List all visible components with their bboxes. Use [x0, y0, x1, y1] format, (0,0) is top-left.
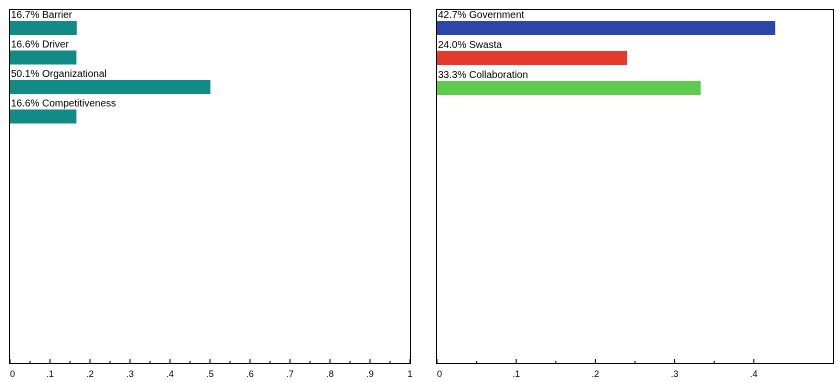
left-x-tick-label: .4	[166, 369, 174, 379]
right-chart-frame	[436, 9, 834, 364]
left-bar-label: 16.7% Barrier	[11, 10, 73, 21]
left-x-tick-label: .2	[86, 369, 94, 379]
left-bar-label: 16.6% Driver	[11, 40, 69, 51]
left-x-tick-label: .1	[46, 369, 54, 379]
right-x-tick-label: .3	[671, 369, 679, 379]
right-x-tick-label: .1	[512, 369, 520, 379]
left-x-tick-label: .5	[206, 369, 214, 379]
left-x-tick-label: 1	[407, 369, 412, 379]
left-x-tick-label: .3	[126, 369, 134, 379]
right-x-tick-label: 0	[437, 369, 442, 379]
right-bar-label: 24.0% Swasta	[438, 40, 502, 51]
right-x-tick-label: .2	[592, 369, 600, 379]
right-bar-label: 42.7% Government	[438, 10, 524, 21]
right-x-tick-label: .4	[750, 369, 758, 379]
left-chart-marks: 16.7% Barrier 16.6% Driver 50.1% Organizat…	[9, 10, 413, 379]
right-bar-label: 33.3% Collaboration	[438, 70, 528, 81]
left-x-tick-label: .9	[366, 369, 374, 379]
left-x-tick-label: 0	[10, 369, 15, 379]
left-chart-frame	[9, 9, 411, 364]
left-bar-organizational	[10, 80, 211, 94]
left-x-tick-label: .7	[286, 369, 294, 379]
right-bar-government	[437, 21, 776, 35]
right-chart-marks: 42.7% Government 24.0% Swasta 33.3% Collab…	[436, 10, 776, 379]
left-bar-label: 16.6% Competitiveness	[11, 99, 116, 110]
left-x-tick-label: .6	[246, 369, 254, 379]
left-bar-driver	[10, 50, 77, 65]
left-bar-competitiveness	[10, 109, 77, 124]
left-x-tick-label: .8	[326, 369, 334, 379]
left-bar-barrier	[10, 21, 77, 35]
right-bar-collaboration	[437, 81, 701, 95]
right-bar-swasta	[437, 51, 628, 65]
left-bar-label: 50.1% Organizational	[11, 69, 107, 80]
